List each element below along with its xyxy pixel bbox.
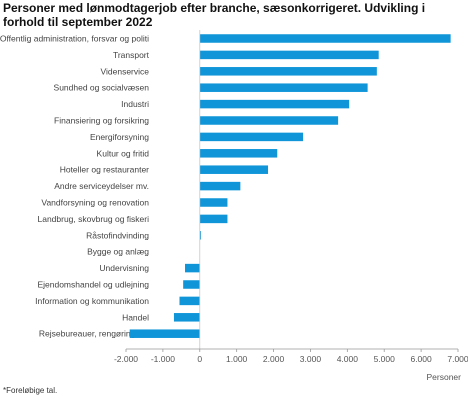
category-label: Ejendomshandel og udlejning bbox=[37, 280, 149, 290]
x-tick-label: 0 bbox=[197, 354, 202, 364]
category-label: Handel bbox=[122, 312, 149, 322]
bar bbox=[199, 50, 379, 60]
bar bbox=[199, 67, 377, 76]
category-labels: Offentlig administration, forsvar og pol… bbox=[0, 34, 150, 339]
x-tick-label: 7.000 bbox=[447, 354, 468, 364]
category-label: Offentlig administration, forsvar og pol… bbox=[0, 34, 149, 44]
footnote: *Foreløbige tal. bbox=[3, 386, 58, 395]
bar bbox=[179, 296, 200, 306]
category-label: Kultur og fritid bbox=[97, 148, 150, 158]
x-axis: -2.000 -1.000 0 1.000 2.000 3.000 4.000 5.000 6.… bbox=[114, 30, 468, 364]
bars bbox=[129, 34, 451, 338]
bar bbox=[183, 280, 200, 289]
bar bbox=[129, 329, 200, 338]
category-label: Bygge og anlæg bbox=[87, 247, 149, 257]
category-label: Videnservice bbox=[100, 66, 149, 76]
x-tick-label: 4.000 bbox=[337, 354, 359, 364]
x-tick-label: 2.000 bbox=[263, 354, 285, 364]
bar bbox=[199, 149, 278, 158]
chart-title: Personer med lønmodtagerjob efter branch… bbox=[3, 1, 426, 29]
bar bbox=[199, 116, 339, 125]
bar bbox=[199, 83, 368, 92]
bar bbox=[199, 165, 269, 174]
category-label: Finansiering og forsikring bbox=[54, 116, 149, 126]
category-label: Information og kommunikation bbox=[35, 296, 149, 306]
x-tick-label: 6.000 bbox=[410, 354, 432, 364]
bar bbox=[199, 214, 228, 224]
category-label: Hoteller og restauranter bbox=[60, 165, 149, 175]
category-label: Sundhed og socialvæsen bbox=[54, 83, 150, 93]
category-label: Transport bbox=[113, 50, 150, 60]
x-tick-label: -2.000 bbox=[114, 354, 138, 364]
x-tick-label: -1.000 bbox=[151, 354, 175, 364]
x-tick-label: 3.000 bbox=[300, 354, 322, 364]
category-label: Rejsebureauer, rengøring o.l. bbox=[39, 329, 149, 339]
bar bbox=[199, 132, 304, 142]
category-label: Undervisning bbox=[99, 263, 149, 273]
category-label: Landbrug, skovbrug og fiskeri bbox=[37, 214, 149, 224]
category-label: Vandforsyning og renovation bbox=[41, 198, 149, 208]
category-label: Andre serviceydelser mv. bbox=[54, 181, 149, 191]
x-axis-label: Personer bbox=[427, 372, 462, 382]
category-label: Industri bbox=[121, 99, 149, 109]
bar bbox=[199, 198, 228, 207]
bar bbox=[173, 313, 200, 322]
bar bbox=[185, 263, 200, 273]
x-tick-label: 5.000 bbox=[374, 354, 396, 364]
bar bbox=[199, 181, 241, 191]
bar bbox=[199, 34, 451, 43]
bar bbox=[199, 231, 201, 240]
bar bbox=[199, 99, 350, 109]
bar-chart: Offentlig administration, forsvar og pol… bbox=[0, 30, 468, 382]
category-label: Energiforsyning bbox=[90, 132, 149, 142]
x-tick-label: 1.000 bbox=[226, 354, 248, 364]
category-label: Råstofindvinding bbox=[86, 230, 149, 240]
